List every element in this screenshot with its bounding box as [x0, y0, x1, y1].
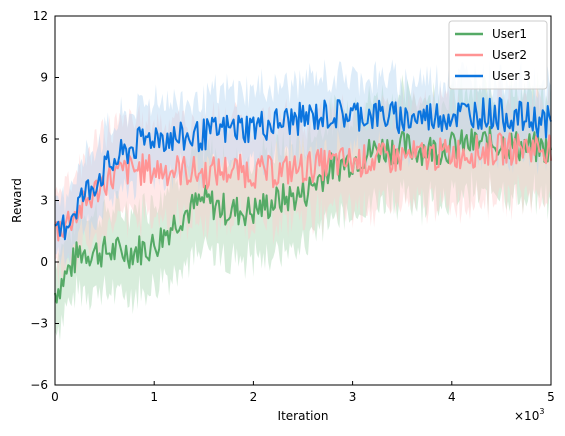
- y-tick-label: 9: [40, 71, 48, 85]
- legend-label: User2: [492, 48, 527, 62]
- legend-box: [448, 20, 548, 90]
- y-axis-label: Reward: [10, 178, 24, 223]
- x-tick-label: 1: [150, 390, 158, 404]
- series-band: [55, 70, 551, 341]
- y-tick-label: −6: [30, 378, 48, 392]
- x-tick-label: 5: [547, 390, 555, 404]
- x-tick-label: 2: [250, 390, 258, 404]
- y-tick-label: 3: [40, 194, 48, 208]
- y-tick-label: 0: [40, 255, 48, 269]
- x-tick-label: 3: [349, 390, 357, 404]
- x-multiplier-base: ×10: [514, 409, 539, 423]
- y-tick-label: 6: [40, 132, 48, 146]
- legend-label: User1: [492, 27, 527, 41]
- x-axis-label: Iteration: [278, 409, 329, 423]
- legend: User1 User2 User 3: [448, 20, 548, 90]
- y-tick-label: −3: [30, 317, 48, 331]
- series-line: [54, 97, 552, 241]
- x-axis-multiplier: ×103: [514, 407, 544, 423]
- y-tick-label: 12: [33, 9, 48, 23]
- x-tick-label: 4: [448, 390, 456, 404]
- y-axis-ticks: −6 −3 0 3 6 9 12: [30, 9, 59, 392]
- series-line: [54, 132, 552, 242]
- x-multiplier-exponent: 3: [539, 407, 544, 416]
- x-axis-ticks: 0 1 2 3 4 5: [51, 381, 555, 404]
- legend-label: User 3: [492, 69, 531, 83]
- x-tick-label: 0: [51, 390, 59, 404]
- series-lines: [54, 97, 552, 304]
